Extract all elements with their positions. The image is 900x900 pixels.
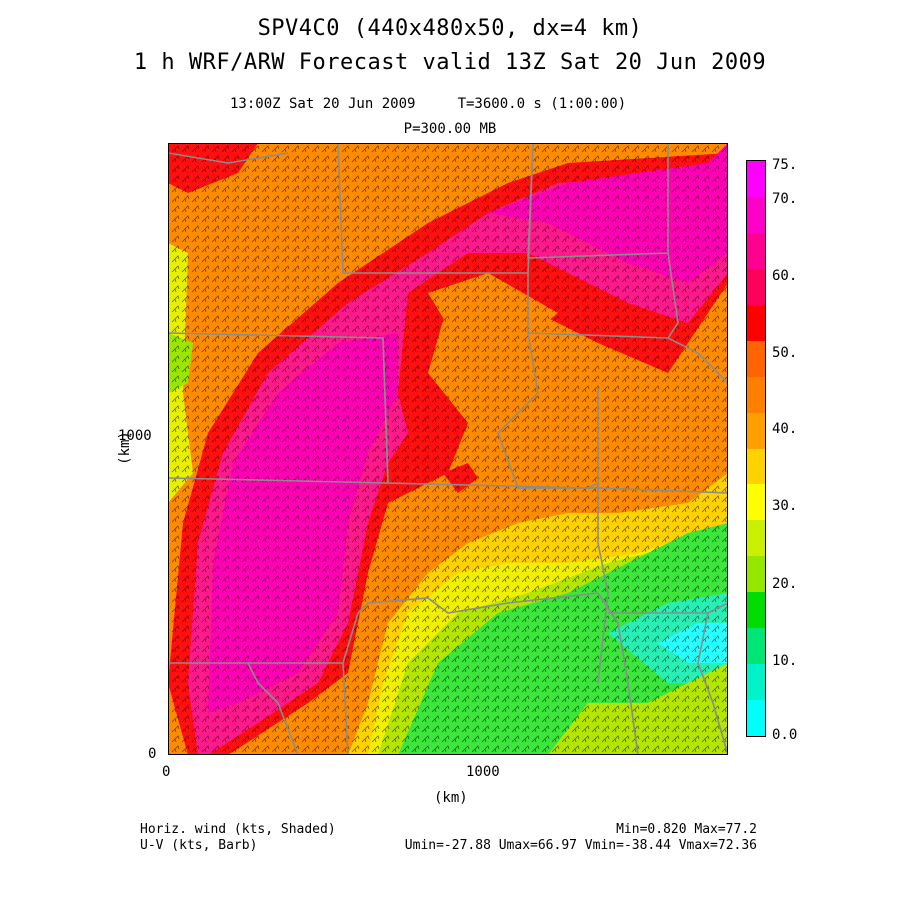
colorbar-label-30: 30. <box>772 498 798 514</box>
colorbar-label-40: 40. <box>772 421 798 437</box>
colorbar-segment <box>747 664 765 701</box>
colorbar-label-0: 0.0 <box>772 727 798 743</box>
x-axis-label: (km) <box>434 790 468 806</box>
shade-red-blob <box>443 463 478 493</box>
plot-title-line1: SPV4C0 (440x480x50, dx=4 km) <box>257 16 643 41</box>
shade-green-west <box>168 333 193 393</box>
colorbar-segment <box>747 340 765 377</box>
footer-min-max: Min=0.820 Max=77.2 <box>616 822 757 837</box>
colorbar-segment <box>747 448 765 485</box>
colorbar-segment <box>747 376 765 413</box>
colorbar-label-10: 10. <box>772 653 798 669</box>
y-tick-1000: 1000 <box>118 428 152 444</box>
colorbar-segment <box>747 196 765 233</box>
plot-title-line2: 1 h WRF/ARW Forecast valid 13Z Sat 20 Ju… <box>133 50 767 75</box>
pressure-level-line: P=300.00 MB <box>403 121 497 137</box>
colorbar-segment <box>747 556 765 593</box>
colorbar-segment <box>747 484 765 521</box>
colorbar-segment <box>747 520 765 557</box>
colorbar-label-70: 70. <box>772 191 798 207</box>
shade-orange-inner <box>428 273 558 353</box>
colorbar-segment <box>747 232 765 269</box>
x-tick-0: 0 <box>162 764 171 780</box>
state-boundaries <box>168 143 728 755</box>
valid-time-line: 13:00Z Sat 20 Jun 2009 T=3600.0 s (1:00:… <box>230 96 627 112</box>
x-tick-1000: 1000 <box>466 764 500 780</box>
colorbar-segment <box>747 700 765 736</box>
colorbar-segment <box>747 412 765 449</box>
colorbar-segment <box>747 628 765 665</box>
footer-uv-extremes: Umin=-27.88 Umax=66.97 Vmin=-38.44 Vmax=… <box>404 838 757 853</box>
colorbar-label-50: 50. <box>772 345 798 361</box>
footer-field-barb: U-V (kts, Barb) <box>140 838 258 853</box>
footer-field-shaded: Horiz. wind (kts, Shaded) <box>140 822 336 837</box>
shade-cyan <box>658 623 728 663</box>
colorbar-label-20: 20. <box>772 576 798 592</box>
colorbar-segment <box>747 161 765 197</box>
shade-red-northwest <box>168 143 258 193</box>
colorbar-label-60: 60. <box>772 268 798 284</box>
shade-yellowgreen-se <box>548 663 728 755</box>
colorbar-segment <box>747 304 765 341</box>
colorbar-label-75: 75. <box>772 157 798 173</box>
wind-barbs <box>171 145 728 753</box>
y-tick-0: 0 <box>148 746 157 762</box>
wind-speed-map <box>168 143 728 755</box>
wind-barb-field <box>171 145 728 753</box>
colorbar-segment <box>747 592 765 629</box>
colorbar <box>746 160 766 737</box>
colorbar-segment <box>747 268 765 305</box>
